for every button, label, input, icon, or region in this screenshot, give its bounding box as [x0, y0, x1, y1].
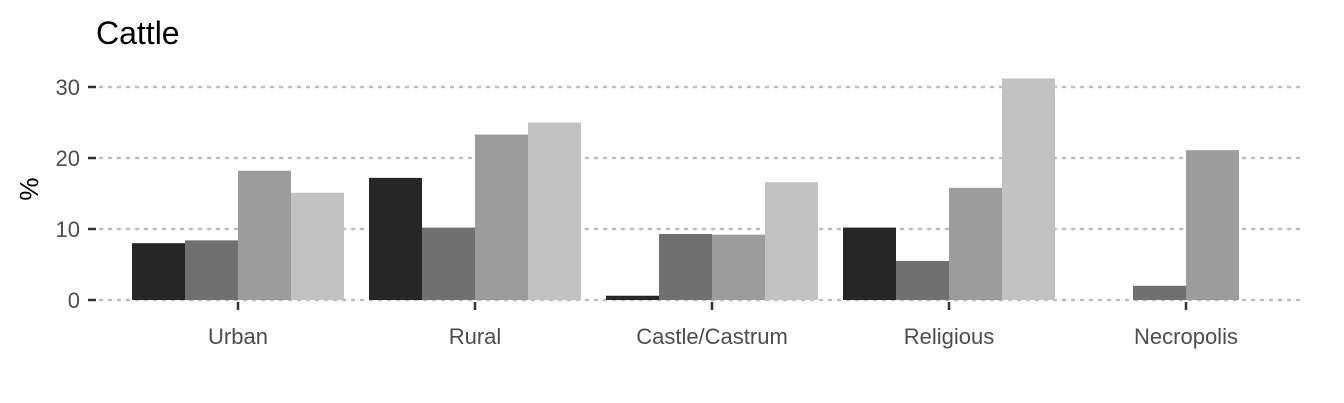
- y-tick-label: 20: [56, 146, 80, 171]
- y-tick-label: 10: [56, 217, 80, 242]
- x-axis: Urban Rural Castle/Castrum Religious Necropo…: [208, 302, 1238, 349]
- x-tick-label: Urban: [208, 324, 268, 349]
- bar-urban-s1: [132, 243, 185, 300]
- bar-castle-castrum-s3: [712, 234, 765, 300]
- bar-rural-s3: [475, 134, 528, 300]
- bar-castle-castrum-s2: [659, 233, 712, 300]
- bar-urban-s4: [291, 192, 344, 300]
- bar-necropolis-s3: [1186, 150, 1239, 300]
- bar-castle-castrum-s4: [765, 182, 818, 300]
- bar-urban-s3: [238, 170, 291, 300]
- y-tick-label: 0: [68, 288, 80, 313]
- bar-rural-s2: [422, 227, 475, 300]
- bar-religious-s2: [896, 260, 949, 300]
- bar-religious-s3: [949, 187, 1002, 300]
- bar-religious-s4: [1002, 78, 1055, 300]
- x-tick-label: Castle/Castrum: [636, 324, 788, 349]
- y-tick-label: 30: [56, 75, 80, 100]
- chart-title: Cattle: [96, 15, 180, 51]
- x-tick-label: Necropolis: [1134, 324, 1238, 349]
- x-tick-label: Religious: [904, 324, 995, 349]
- bar-urban-s2: [185, 240, 238, 300]
- y-axis-label: %: [14, 177, 44, 200]
- x-tick-label: Rural: [449, 324, 502, 349]
- bar-necropolis-s2: [1133, 285, 1186, 300]
- bar-religious-s1: [843, 227, 896, 300]
- bar-castle-castrum-s1: [606, 295, 659, 300]
- bar-rural-s4: [528, 122, 581, 300]
- bar-rural-s1: [369, 177, 422, 300]
- y-axis: 0 10 20 30: [56, 75, 96, 313]
- bars: [132, 78, 1239, 300]
